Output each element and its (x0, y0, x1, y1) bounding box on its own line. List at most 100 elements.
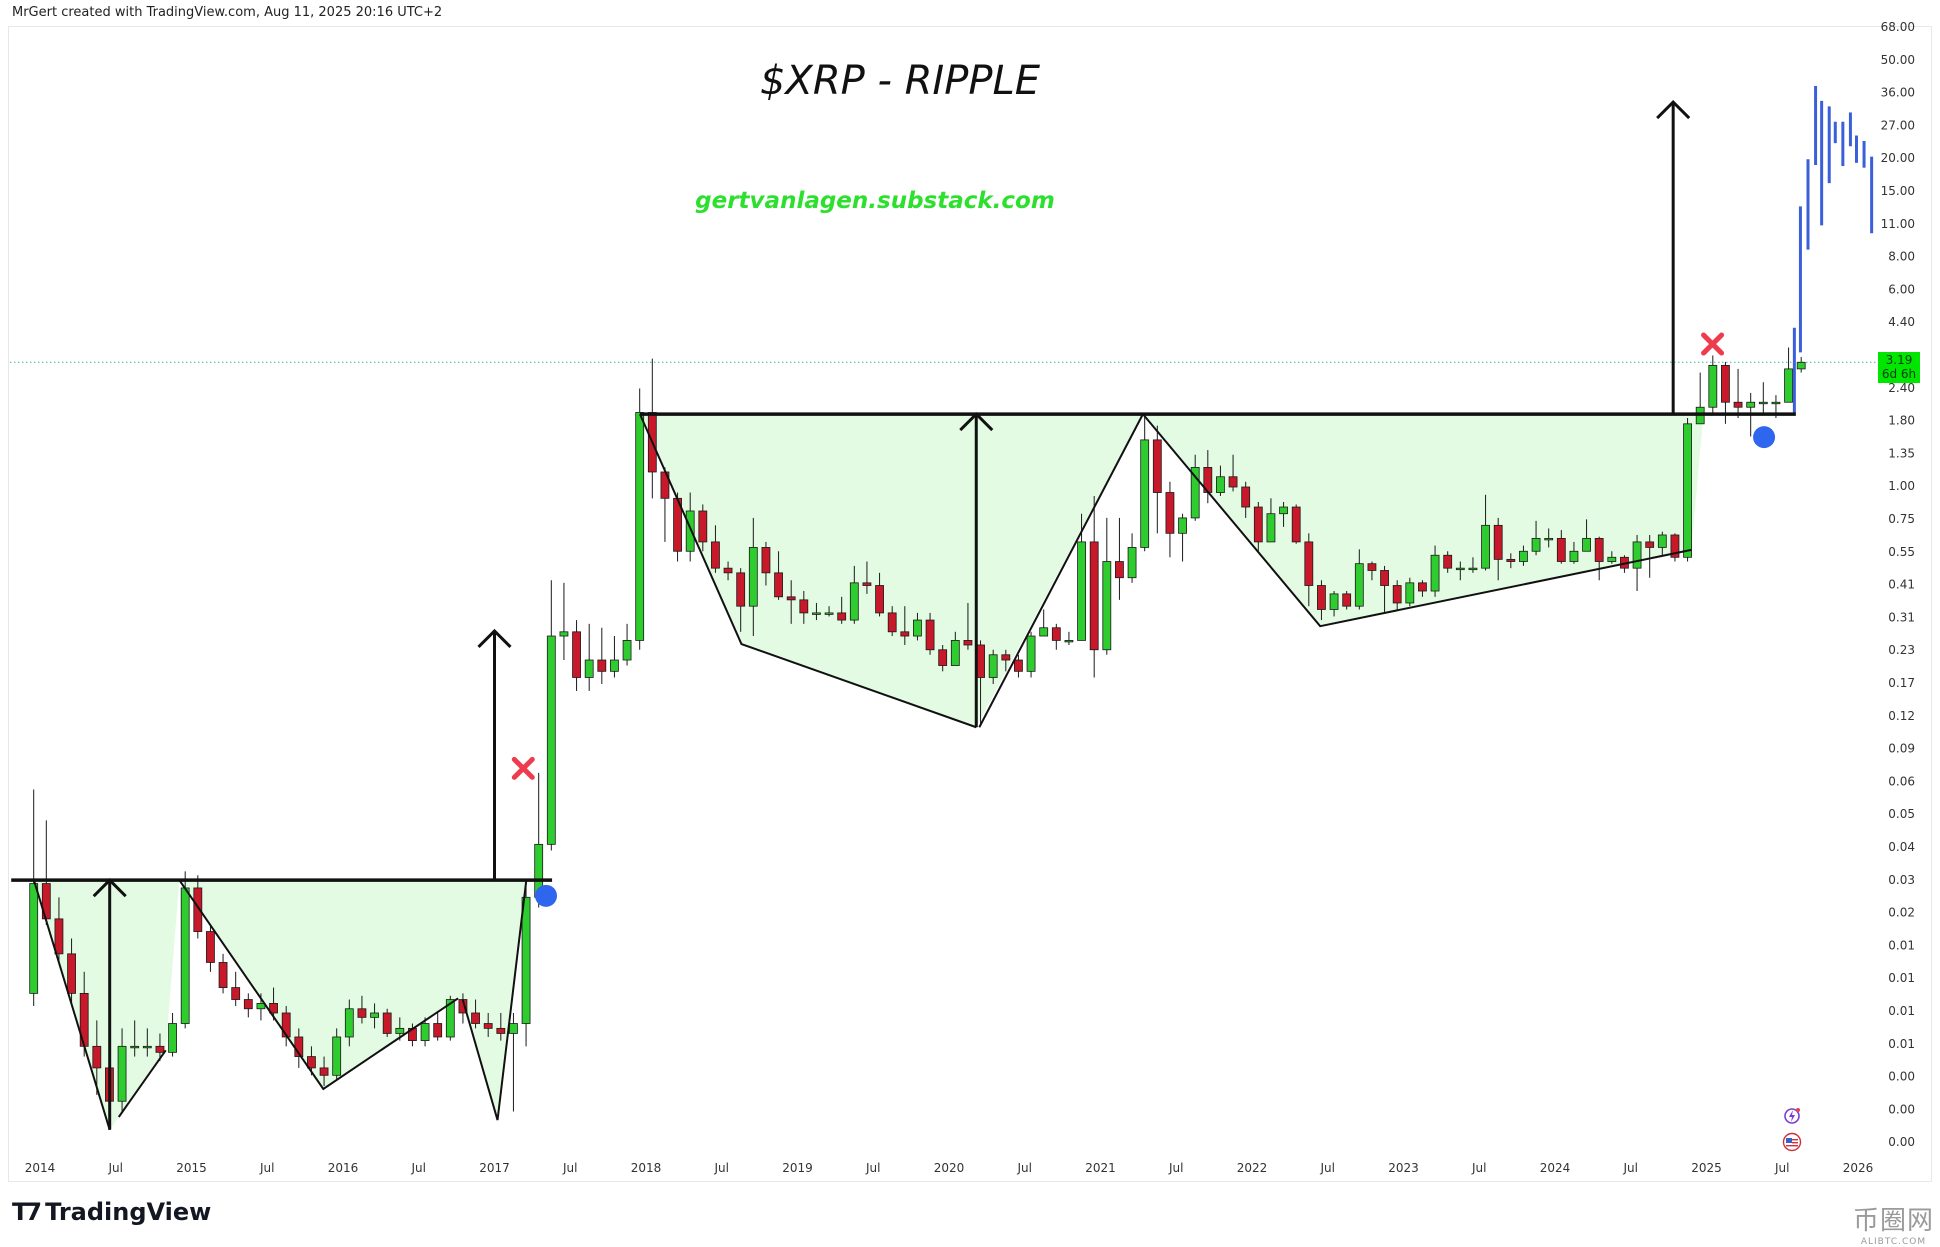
y-tick-label: 0.02 (1888, 906, 1915, 920)
candle-down (900, 631, 910, 637)
candle-down (193, 887, 203, 932)
candle-down (1418, 582, 1427, 592)
y-tick-label: 0.75 (1888, 512, 1915, 526)
candle-down (1152, 439, 1162, 493)
y-tick-label: 0.41 (1888, 578, 1915, 592)
candle-down (1304, 541, 1314, 586)
us-flag-icon[interactable] (1782, 1132, 1802, 1152)
candle-up (29, 883, 39, 994)
pattern-line (639, 413, 977, 729)
y-tick-label: 0.09 (1888, 742, 1915, 756)
candle-down (698, 510, 708, 543)
x-tick-label: 2016 (328, 1161, 359, 1175)
candle-up (1430, 554, 1440, 592)
x-tick-label: Jul (1320, 1161, 1335, 1175)
x-tick-label: Jul (108, 1161, 123, 1175)
x-tick-label: 2026 (1843, 1161, 1874, 1175)
x-tick-label: Jul (1774, 1161, 1789, 1175)
candle-up (1329, 593, 1339, 610)
tradingview-logo-text: TradingView (45, 1198, 212, 1226)
candle-down (1089, 541, 1099, 651)
candle-down (281, 1012, 291, 1038)
candle-up (1077, 541, 1086, 641)
candle-down (243, 999, 253, 1010)
price-axis (1876, 27, 1931, 1155)
candle-down (206, 931, 215, 963)
x-tick-label: Jul (562, 1161, 577, 1175)
candle-down (723, 567, 733, 574)
y-tick-label: 15.00 (1881, 184, 1915, 198)
tradingview-logo[interactable]: T7 TradingView (12, 1198, 211, 1226)
candle-up (168, 1023, 177, 1053)
y-tick-label: 68.00 (1881, 20, 1915, 34)
candle-up (988, 654, 998, 678)
candle-down (1014, 659, 1023, 672)
candle-up (1140, 439, 1150, 548)
y-tick-label: 0.00 (1888, 1102, 1915, 1116)
candle-up (256, 1002, 266, 1010)
retest-dot-icon (535, 884, 558, 907)
pattern-line (461, 880, 528, 1121)
y-tick-label: 0.01 (1888, 1037, 1915, 1051)
candle-down (231, 987, 241, 1000)
pattern-line (1142, 413, 1692, 628)
watermark: 币圈网 ALIBTC.COM (1853, 1200, 1934, 1247)
current-price-label: 3.19 (1885, 353, 1913, 367)
x-tick-label: 2014 (25, 1161, 56, 1175)
chart-frame (8, 26, 1932, 1182)
candle-down (786, 596, 796, 601)
candle-up (1266, 513, 1276, 543)
candle-up (824, 612, 834, 615)
retest-dot-icon (1753, 426, 1776, 449)
candle-up (1796, 361, 1806, 370)
candle-down (382, 1012, 392, 1034)
candle-down (54, 918, 64, 955)
candle-up (521, 896, 531, 1024)
y-tick-label: 0.55 (1888, 545, 1915, 559)
chart-title: $XRP - RIPPLE (759, 58, 1041, 104)
x-tick-label: Jul (411, 1161, 426, 1175)
candle-up (1064, 640, 1074, 643)
chart-subtitle-link[interactable]: gertvanlagen.substack.com (695, 188, 1055, 214)
candle-up (344, 1008, 354, 1038)
candle-up (1771, 401, 1781, 405)
candle-down (774, 572, 783, 598)
y-tick-label: 50.00 (1881, 53, 1915, 67)
candle-down (92, 1045, 102, 1069)
candle-up (1519, 550, 1528, 562)
candle-down (496, 1027, 506, 1034)
x-tick-label: 2025 (1691, 1161, 1722, 1175)
candle-down (938, 649, 948, 666)
y-tick-label: 1.00 (1888, 479, 1915, 493)
candle-down (67, 953, 76, 994)
candle-up (1582, 537, 1591, 552)
y-tick-label: 0.12 (1888, 709, 1915, 723)
candle-up (610, 659, 619, 672)
candle-down (1253, 506, 1263, 543)
y-tick-label: 11.00 (1881, 217, 1915, 231)
pattern-fill (1142, 414, 1704, 627)
candle-down (1115, 561, 1124, 579)
candle-up (913, 619, 922, 637)
candle-up (685, 510, 695, 552)
candle-up (1784, 368, 1793, 403)
x-tick-label: Jul (259, 1161, 274, 1175)
candle-up (748, 547, 758, 607)
candle-up (812, 612, 821, 615)
candle-up (559, 631, 569, 637)
candle-down (736, 572, 746, 607)
x-tick-label: 2023 (1388, 1161, 1419, 1175)
candle-up (1758, 401, 1768, 405)
candle-down (837, 612, 847, 621)
arrow-head-icon (1656, 99, 1691, 120)
y-tick-label: 20.00 (1881, 151, 1915, 165)
y-tick-label: 0.04 (1888, 840, 1915, 854)
y-tick-label: 0.03 (1888, 873, 1915, 887)
candle-down (761, 547, 771, 574)
lightning-icon[interactable] (1782, 1106, 1802, 1126)
candle-countdown-label: 6d 6h (1881, 367, 1917, 381)
candle-up (1746, 401, 1756, 408)
candle-up (622, 640, 632, 661)
candle-down (269, 1002, 278, 1014)
